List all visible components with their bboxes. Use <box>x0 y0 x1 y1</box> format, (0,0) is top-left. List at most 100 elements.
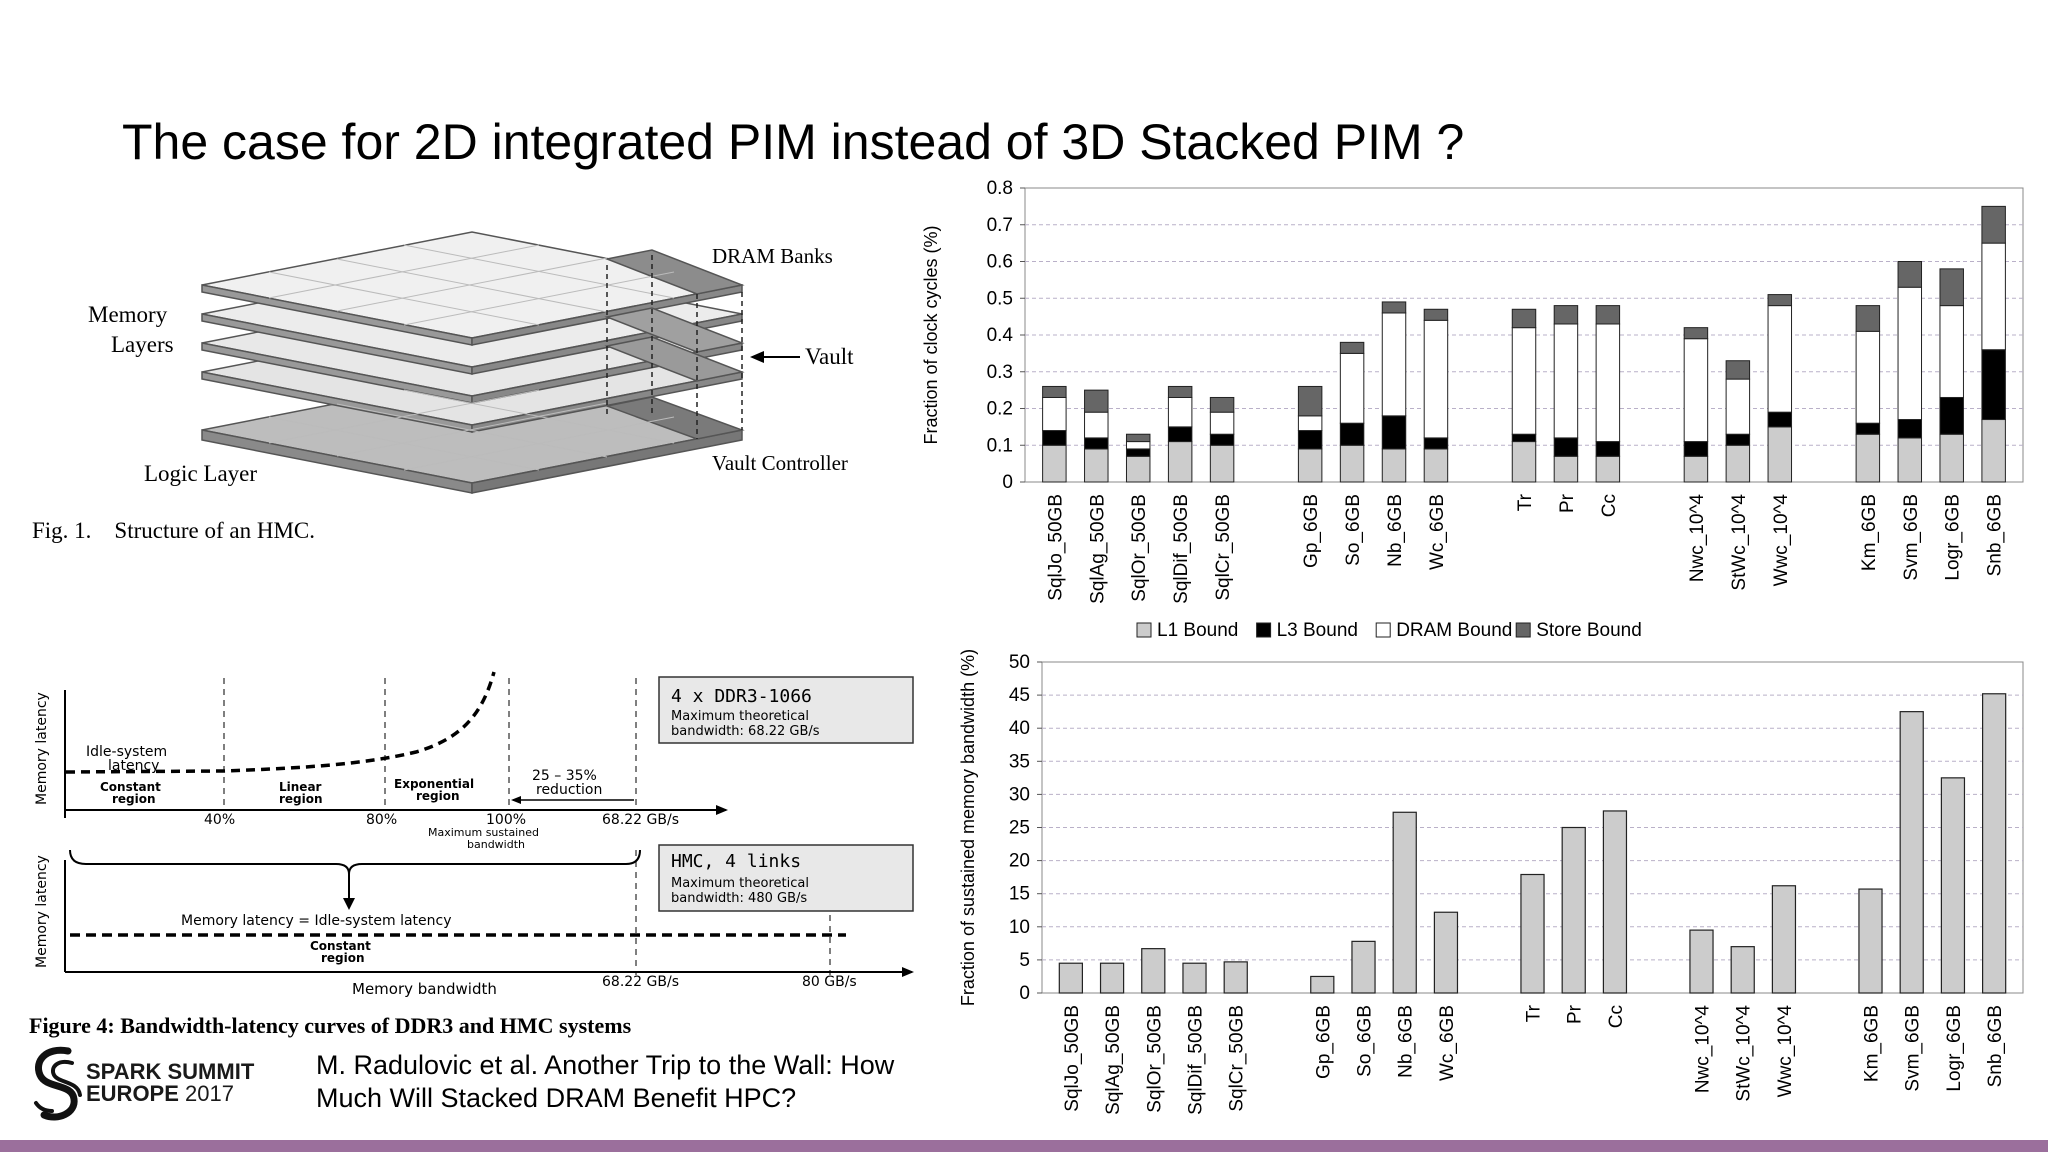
logic-layer-label: Logic Layer <box>144 461 257 486</box>
bar-segment-store-bound <box>1167 385 1193 398</box>
bar-segment-store-bound <box>1767 294 1793 307</box>
bar-segment-l1-bound <box>1381 448 1407 483</box>
bar <box>1520 873 1545 994</box>
x-tick-label: StWc_10^4 <box>1734 1005 1755 1102</box>
bar-segment-l3-bound <box>1339 422 1365 446</box>
y-tick-label: 0 <box>1019 983 1030 1004</box>
bandwidth-bar-chart: 0 5 10 15 20 25 30 35 40 45 50 Fraction of sustaine… <box>950 650 2045 1120</box>
y-tick-label: 0.7 <box>987 215 1013 236</box>
bar-segment-l3-bound <box>1423 437 1449 450</box>
bar-segment-dram-bound <box>1897 286 1923 421</box>
x-tick-label: Logr_6GB <box>1944 1005 1965 1092</box>
ddr3-box-line1: Maximum theoretical <box>671 709 809 724</box>
bar-segment-l1-bound <box>1855 433 1881 483</box>
memory-layers-label-2: Layers <box>111 332 174 357</box>
bar-segment-l1-bound <box>1297 448 1323 483</box>
lower-ylabel: Memory latency <box>34 855 50 968</box>
tick-68-22: 68.22 GB/s <box>602 812 679 828</box>
y-axis-label: Fraction of clock cycles (%) <box>921 225 941 444</box>
bar <box>1771 885 1797 994</box>
bar <box>1858 888 1883 994</box>
x-tick-label: SqlJo_50GB <box>1045 494 1066 601</box>
bar-segment-dram-bound <box>1553 323 1579 439</box>
x-tick-label: Snb_6GB <box>1985 1005 2006 1087</box>
bar-segment-l1-bound <box>1084 448 1109 483</box>
bar-segment-dram-bound <box>1381 312 1407 417</box>
linear-region-label-2: region <box>279 792 323 806</box>
slide-title: The case for 2D integrated PIM instead o… <box>122 114 1465 170</box>
bar-segment-l3-bound <box>1042 430 1067 446</box>
vault-arrow <box>750 351 800 363</box>
bar <box>1058 962 1083 994</box>
x-tick-label: Tr <box>1515 493 1536 511</box>
bar-segment-l3-bound <box>1381 415 1407 450</box>
bar-segment-dram-bound <box>1767 305 1793 413</box>
logo-line-2a: EUROPE <box>86 1081 179 1106</box>
legend-label: L1 Bound <box>1157 620 1238 641</box>
constant-region-b-1: Constant <box>310 939 371 953</box>
bar-segment-store-bound <box>1125 433 1151 443</box>
legend-swatch <box>1375 622 1391 638</box>
bar-segment-store-bound <box>1381 301 1407 314</box>
hmc-box <box>658 844 914 912</box>
bar-segment-dram-bound <box>1855 330 1881 424</box>
hmc-figure-caption: Fig. 1. Structure of an HMC. <box>32 518 315 543</box>
hmc-box-line1: Maximum theoretical <box>671 876 809 891</box>
x-tick-label: Wwc_10^4 <box>1771 494 1792 587</box>
bar-segment-store-bound <box>1209 396 1235 413</box>
x-tick-label: Nb_6GB <box>1385 494 1406 567</box>
bar-segment-dram-bound <box>1084 411 1109 439</box>
ddr3-box <box>658 676 914 744</box>
bar-segment-l1-bound <box>1125 455 1151 483</box>
x-tick-label: Cc <box>1606 1005 1627 1028</box>
y-tick-label: 45 <box>1009 685 1030 706</box>
x-tick-label: StWc_10^4 <box>1729 494 1750 591</box>
bar-segment-store-bound <box>1595 305 1621 325</box>
bar-segment-dram-bound <box>1595 323 1621 443</box>
bar-segment-l1-bound <box>1167 441 1193 483</box>
bar-segment-l3-bound <box>1209 433 1235 446</box>
bar-segment-store-bound <box>1683 327 1709 340</box>
max-sustained-2: bandwidth <box>467 838 525 851</box>
x-tick-label: Svm_6GB <box>1903 1005 1924 1092</box>
x-tick-label: Gp_6GB <box>1313 1005 1334 1079</box>
y-tick-label: 5 <box>1019 950 1030 971</box>
bar-segment-l3-bound <box>1595 441 1621 457</box>
x-tick-label: So_6GB <box>1355 1005 1376 1077</box>
bar <box>1099 962 1125 994</box>
bar-segment-store-bound <box>1725 360 1751 380</box>
tick-68-22-b: 68.22 GB/s <box>602 974 679 990</box>
x-tick-label: Snb_6GB <box>1985 494 2006 576</box>
bar-segment-dram-bound <box>1339 352 1365 424</box>
y-tick-label: 25 <box>1009 818 1030 839</box>
bar <box>1602 810 1628 994</box>
y-tick-label: 0.2 <box>987 399 1013 420</box>
bar-segment-store-bound <box>1981 205 2006 244</box>
bar <box>1899 711 1924 994</box>
citation-line-1: M. Radulovic et al. Another Trip to the … <box>316 1050 895 1080</box>
hmc-structure-figure: Memory Layers Logic Layer DRAM Banks Vau… <box>20 225 900 555</box>
y-tick-label: 50 <box>1009 652 1030 673</box>
x-tick-label: SqlJo_50GB <box>1062 1005 1083 1112</box>
tick-40: 40% <box>204 812 235 828</box>
y-tick-label: 0.4 <box>987 325 1014 346</box>
y-tick-label: 0.8 <box>987 178 1013 199</box>
bar-segment-store-bound <box>1042 385 1067 398</box>
citation: M. Radulovic et al. Another Trip to the … <box>316 1049 956 1115</box>
lower-xlabel: Memory bandwidth <box>352 980 497 998</box>
x-tick-label: Nb_6GB <box>1396 1005 1417 1078</box>
bar <box>1182 962 1207 994</box>
tick-80: 80% <box>366 812 397 828</box>
bar-segment-store-bound <box>1511 308 1537 329</box>
dram-banks-label: DRAM Banks <box>712 244 833 268</box>
bar-segment-l3-bound <box>1125 448 1151 457</box>
bar-segment-store-bound <box>1553 305 1579 325</box>
x-tick-label: Logr_6GB <box>1943 494 1964 581</box>
y-tick-label: 20 <box>1009 851 1030 872</box>
constant-region-b-2: region <box>321 951 365 965</box>
bar-segment-l1-bound <box>1981 419 2006 483</box>
bar-segment-dram-bound <box>1209 411 1235 435</box>
x-tick-label: Pr <box>1565 1004 1586 1024</box>
bar-segment-l1-bound <box>1209 444 1235 483</box>
reduction-label-1: 25 – 35% <box>532 768 597 784</box>
